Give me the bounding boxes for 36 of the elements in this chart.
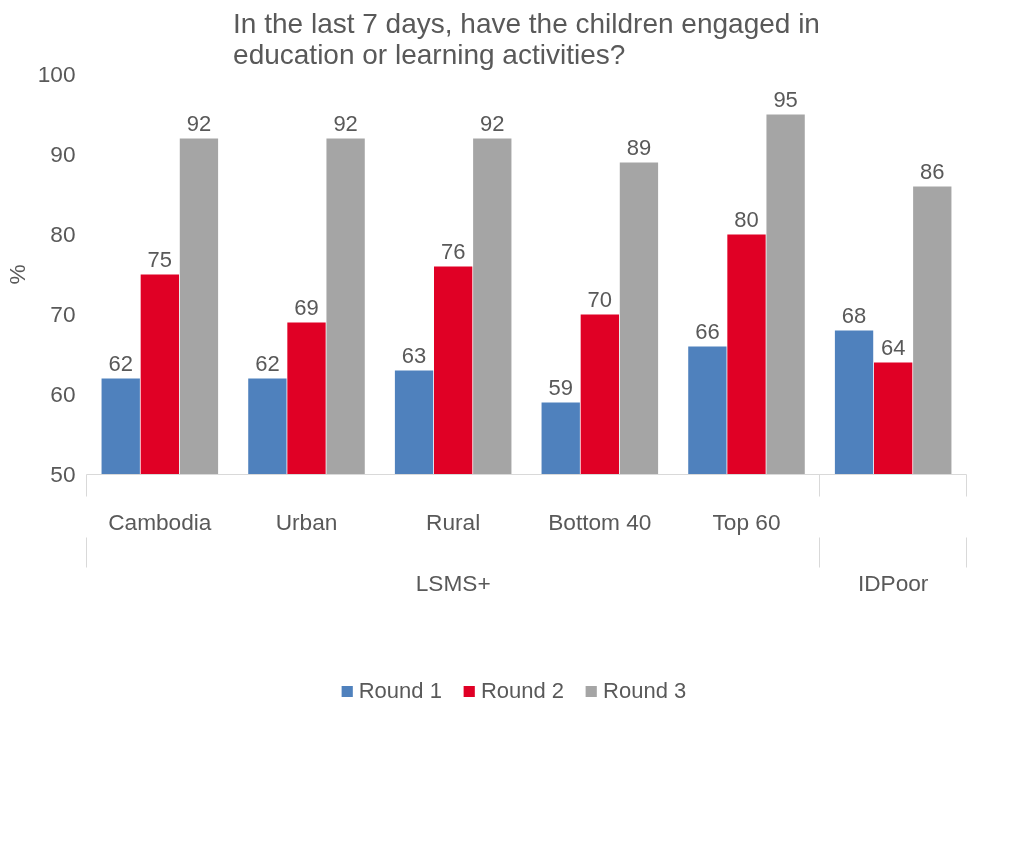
- data-label: 86: [920, 158, 945, 184]
- data-label: 95: [773, 86, 798, 112]
- data-label: 92: [480, 110, 505, 136]
- data-label: 92: [186, 110, 212, 136]
- data-label: 68: [841, 302, 867, 328]
- y-tick-label: 50: [50, 461, 76, 487]
- legend-label: Round 1: [358, 678, 442, 704]
- data-label: 76: [440, 238, 466, 264]
- data-label: 59: [548, 374, 573, 400]
- y-tick-label: 80: [50, 221, 76, 247]
- data-label: 66: [695, 318, 720, 344]
- data-label: 69: [294, 294, 319, 320]
- x-tick-label: Urban: [275, 508, 338, 535]
- x-tick-label: Bottom 40: [548, 508, 652, 535]
- data-label: 80: [734, 206, 759, 232]
- y-tick-label: 60: [50, 381, 76, 407]
- data-label: 92: [333, 110, 358, 136]
- legend-label: Round 2: [480, 678, 565, 704]
- x-tick-label: Top 60: [712, 508, 781, 535]
- x-tick-label: Cambodia: [108, 508, 212, 535]
- data-label: 75: [147, 246, 173, 272]
- text: LSMS+: [415, 569, 491, 596]
- legend-label: Round 3: [603, 678, 687, 704]
- data-label: 64: [880, 334, 906, 360]
- chart-title: In the last 7 days, have the children engaged in education or learning activities?: [233, 7, 820, 70]
- x-tick-label: Rural: [426, 508, 481, 535]
- data-label: 62: [108, 350, 133, 376]
- y-tick-label: 90: [50, 141, 76, 167]
- data-label: 62: [255, 350, 280, 376]
- text: IDPoor: [857, 569, 929, 596]
- y-axis-title: %: [3, 264, 30, 285]
- y-tick-label: 70: [50, 301, 76, 327]
- y-tick-label: 100: [37, 61, 76, 87]
- data-label: 70: [587, 286, 613, 312]
- data-label: 63: [401, 342, 427, 368]
- data-label: 89: [626, 134, 652, 160]
